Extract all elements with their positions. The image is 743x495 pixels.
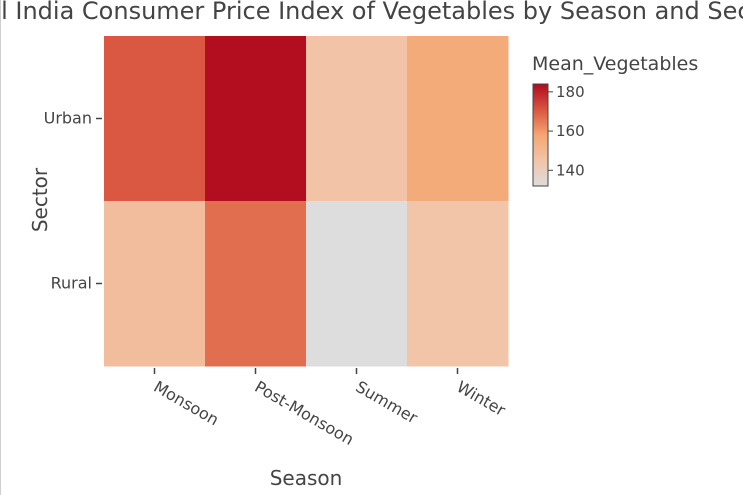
colorbar-ticks: 140 160 180	[548, 83, 585, 179]
heatmap-cells	[104, 36, 509, 367]
heatmap-cell-rural-winter[interactable]	[407, 201, 509, 367]
y-tick-label: Urban	[44, 109, 92, 128]
y-tick-label: Rural	[51, 274, 92, 293]
colorbar-gradient	[532, 83, 549, 187]
heatmap-cell-rural-post-monsoon[interactable]	[205, 201, 307, 367]
x-tick-label: Monsoon	[151, 377, 223, 429]
y-axis-title: Sector	[28, 167, 52, 232]
left-frame-line	[0, 0, 1, 495]
heatmap-cell-urban-summer[interactable]	[306, 36, 408, 202]
x-axis-title: Season	[270, 466, 343, 490]
heatmap-cell-urban-monsoon[interactable]	[104, 36, 206, 202]
heatmap-cell-urban-post-monsoon[interactable]	[205, 36, 307, 202]
colorbar-tick-label: 180	[556, 83, 585, 101]
chart-title: All India Consumer Price Index of Vegeta…	[0, 0, 743, 25]
y-axis-ticks: Urban Rural	[44, 109, 102, 293]
x-tick-label: Winter	[454, 377, 510, 420]
heatmap-cell-rural-summer[interactable]	[306, 201, 408, 367]
x-tick-label: Summer	[353, 377, 422, 428]
x-tick-label: Post-Monsoon	[252, 377, 358, 449]
colorbar-tick-label: 140	[556, 161, 585, 179]
heatmap-cell-rural-monsoon[interactable]	[104, 201, 206, 367]
colorbar-title: Mean_Vegetables	[532, 53, 698, 75]
colorbar-tick-label: 160	[556, 122, 585, 140]
colorbar: Mean_Vegetables 140 160 180	[532, 53, 698, 187]
heatmap-cell-urban-winter[interactable]	[407, 36, 509, 202]
